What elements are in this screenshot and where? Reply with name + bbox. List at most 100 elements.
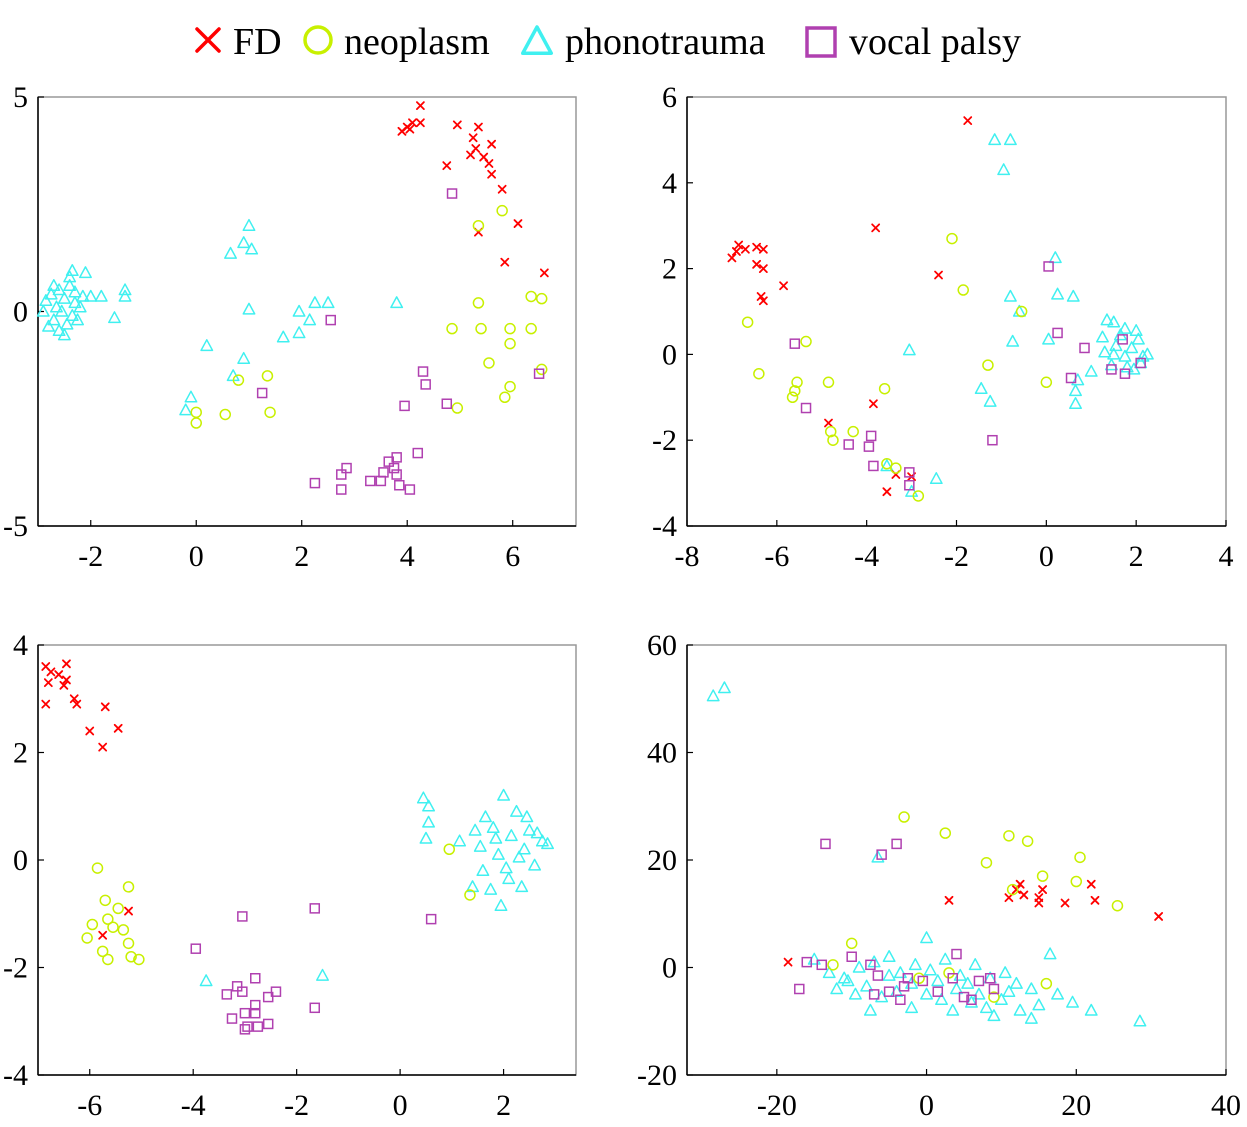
data-point-phonotrauma [479,810,492,823]
series-fd [41,659,133,940]
data-point-neoplasm [845,937,858,950]
y-tick-label: 0 [13,844,28,877]
data-point-neoplasm [117,924,130,936]
data-point-neoplasm [881,458,893,470]
x-tick-label: 6 [505,540,520,573]
data-point-phonotrauma [863,1003,877,1016]
data-point-phonotrauma [502,872,516,885]
data-point-vocal-palsy [378,467,389,478]
data-point-vocal-palsy [262,991,274,1003]
data-point-phonotrauma [880,459,894,472]
data-point-vocal-palsy [865,430,877,442]
data-point-neoplasm [800,335,812,348]
data-point-neoplasm [504,380,516,393]
data-point-vocal-palsy [262,1018,274,1030]
y-tick-label: 0 [662,338,677,371]
y-tick-label: 4 [662,167,677,200]
data-point-vocal-palsy [441,398,453,409]
data-point-phonotrauma [1133,1014,1147,1027]
data-point-phonotrauma [1048,251,1062,264]
legend: FD neoplasm phonotrauma vocal palsy [195,21,1021,63]
data-point-neoplasm [1003,830,1015,842]
data-point-neoplasm [1070,875,1083,888]
data-point-phonotrauma [920,931,934,944]
data-point-phonotrauma [807,952,821,965]
series-fd [783,879,1164,967]
series-fd [727,116,973,497]
y-tick-label: 0 [13,296,28,329]
legend-label-fd: FD [233,21,282,63]
data-point-neoplasm [96,945,109,958]
data-point-vocal-palsy [270,986,282,997]
data-point-fd [1015,879,1025,889]
data-point-phonotrauma [528,858,542,871]
data-point-neoplasm [81,932,93,944]
axes-frame [686,96,1227,527]
data-point-neoplasm [232,374,245,386]
data-point-phonotrauma [292,304,306,317]
data-point-neoplasm [1015,305,1028,318]
data-point-neoplasm [878,382,891,395]
data-point-fd [732,247,741,256]
y-tick-label: 6 [662,81,677,114]
data-point-neoplasm [190,417,202,429]
data-point-phonotrauma [983,394,997,407]
data-point-phonotrauma [905,484,919,497]
scatter-panel-bottom-left: -6 -4 -2 0 2 -4 -2 0 2 4 [3,629,577,1122]
data-point-phonotrauma [60,317,74,330]
data-point-vocal-palsy [252,1021,264,1032]
series-phonotrauma [706,681,1147,1027]
data-point-phonotrauma [1069,396,1082,409]
data-point-phonotrauma [419,831,433,844]
data-point-vocal-palsy [237,986,248,997]
data-point-phonotrauma [468,823,482,836]
series-neoplasm [827,811,1124,1003]
data-point-phonotrauma [830,982,844,995]
data-point-fd [752,242,762,252]
data-point-neoplasm [86,918,99,931]
data-point-neoplasm [535,292,548,305]
data-point-neoplasm [827,434,839,446]
data-point-vocal-palsy [417,366,429,377]
data-point-phonotrauma [517,842,531,855]
data-point-vocal-palsy [425,913,437,925]
data-point-vocal-palsy [336,484,347,495]
x-tick-label: 0 [1039,540,1054,573]
data-point-neoplasm [122,937,135,950]
data-point-fd [734,240,744,250]
data-point-phonotrauma [1013,1003,1027,1016]
data-point-phonotrauma [929,472,943,485]
data-point-vocal-palsy [309,477,321,489]
data-point-fd [124,906,133,916]
data-point-fd [1038,885,1047,894]
data-point-phonotrauma [923,963,937,976]
data-point-vocal-palsy [309,903,321,914]
data-point-neoplasm [525,322,537,335]
data-point-neoplasm [122,881,135,893]
x-tick-label: -8 [675,540,700,573]
data-point-vocal-palsy [1065,372,1077,384]
data-point-vocal-palsy [987,434,998,446]
data-point-fd [416,118,425,128]
data-point-phonotrauma [84,289,98,302]
data-point-fd [871,223,881,233]
data-point-fd [1090,895,1100,905]
data-point-fd [487,139,497,149]
data-point-phonotrauma [184,390,198,403]
data-point-phonotrauma [200,339,214,352]
data-point-fd [54,670,64,679]
data-point-phonotrauma [848,987,862,1000]
data-point-neoplasm [791,376,803,389]
data-point-phonotrauma [1002,984,1016,997]
legend-entry-vocal-palsy: vocal palsy [805,21,1021,63]
x-tick-label: 2 [496,1089,511,1122]
data-point-phonotrauma [1107,347,1121,360]
series-phonotrauma [36,218,404,416]
data-point-phonotrauma [841,974,855,987]
data-point-phonotrauma [52,283,66,296]
data-point-vocal-palsy [336,469,347,480]
data-point-vocal-palsy [533,368,545,379]
data-point-neoplasm [943,967,955,979]
series-vocal-palsy [794,838,1000,1005]
data-point-phonotrauma [242,218,256,231]
